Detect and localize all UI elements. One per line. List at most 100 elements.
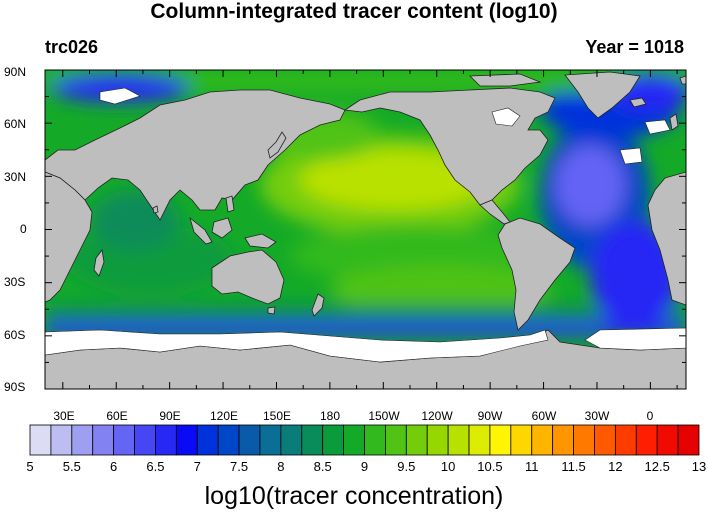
colorbar-box [552,424,574,456]
colorbar-tick-label: 10.5 [477,459,503,474]
colorbar-tick-label: 12 [608,459,623,474]
colorbar-box [573,424,595,456]
colorbar-box [322,424,345,456]
lon-label-60e: 60E [106,409,128,423]
colorbar-box [594,424,616,456]
colorbar-box [385,424,407,456]
colorbar-box [614,424,637,456]
lon-label-0: 0 [646,409,654,423]
lon-label-150e: 150E [262,409,292,423]
lon-label-120e: 120E [209,409,239,423]
colorbar-tick-label: 11 [525,459,539,474]
lon-label-30e: 30E [53,409,75,423]
new-guinea-land [244,233,277,249]
colorbar-box [447,424,470,456]
south-america-land [497,217,576,331]
lat-label-30n: 30N [4,170,27,184]
lat-label-0: 0 [20,222,27,236]
lat-label-90n: 90N [4,65,27,79]
iceland-land [629,97,647,108]
colorbar-box [50,424,73,456]
colorbar-box [217,424,240,456]
africa-land [45,171,93,303]
colorbar-box [635,424,658,456]
colorbar-box [196,424,219,456]
colorbar-box [71,424,94,456]
colorbar-box [113,424,135,456]
colorbar-box [134,424,156,456]
colorbar-tick-label: 9.5 [397,459,416,474]
colorbar-box [280,424,303,456]
philippines-land [225,195,235,213]
map-content [45,70,686,389]
colorbar-box [155,424,177,456]
colorbar-tick-label: 11.5 [561,459,586,474]
colorbar-box [301,424,324,456]
antarctic-ice-east [584,327,686,351]
colorbar-tick-label: 5 [26,459,34,474]
colorbar-tick-label: 7 [193,459,201,474]
lon-label-90w: 90W [477,409,503,423]
colorbar-box [364,424,386,456]
colorbar-tick-label: 8 [277,459,285,474]
colorbar-box [92,424,115,456]
colorbar-box [677,424,700,456]
lon-label-180: 180 [319,409,341,423]
nordic-ice [644,119,671,135]
colorbar-title: log10(tracer concentration) [204,482,504,510]
colorbar-box [29,424,52,456]
lon-label-120w: 120W [421,409,453,423]
colorbar-box [468,424,491,456]
africa-east-land [647,171,686,306]
greenland-land [564,71,641,119]
sumatra-land [189,216,213,245]
colorbar-tick-label: 7.5 [230,459,249,474]
left-subtitle: trc026 [45,37,99,57]
svalbard-land [679,75,686,85]
colorbar-tick-label: 10 [440,459,456,474]
colorbar-box [426,424,449,456]
madagascar-land [93,249,105,277]
colorbar-box [238,424,261,456]
right-subtitle: Year = 1018 [585,37,684,57]
sri-lanka-land [152,205,159,214]
colorbar-tick-label: 8.5 [313,459,332,474]
lon-label-150w: 150W [368,409,400,423]
lat-label-90s: 90S [4,380,26,394]
colorbar-box [531,424,554,456]
colorbar-box [405,424,428,456]
colorbar-box [343,424,365,456]
colorbar-box [259,424,282,456]
map-ticks [45,69,686,390]
antarctic-ice-shelf [45,329,549,363]
uk-land [669,113,679,131]
lon-label-60w: 60W [531,409,557,423]
japan-land [267,131,287,159]
lat-label-60n: 60N [4,117,27,131]
lon-label-30w: 30W [584,409,610,423]
plot-title: Column-integrated tracer content (log10) [150,0,558,23]
colorbar-box [510,424,533,456]
colorbar-tick-label: 12.5 [644,459,670,474]
arctic-islands-land [469,73,542,87]
arctic-ice-1 [99,87,141,105]
baltic-ice [619,147,643,165]
colorbar-tick-label: 6.5 [146,459,165,474]
lon-label-90e: 90E [159,409,181,423]
colorbar-box [175,424,198,456]
sea-ice [45,87,686,363]
colorbar-box [656,424,679,456]
colorbar-tick-label: 13 [691,459,707,474]
tasmania-land [267,306,276,315]
colorbar-boxes [29,424,700,456]
lat-label-30s: 30S [4,275,26,289]
colorbar-tick-label: 5.5 [62,459,81,474]
eurasia-land [45,89,346,221]
colorbar-tick-label: 6 [110,459,118,474]
hudson-ice [491,107,521,127]
borneo-land [211,217,233,239]
lat-label-60s: 60S [4,328,26,342]
new-zealand-land [311,293,325,317]
